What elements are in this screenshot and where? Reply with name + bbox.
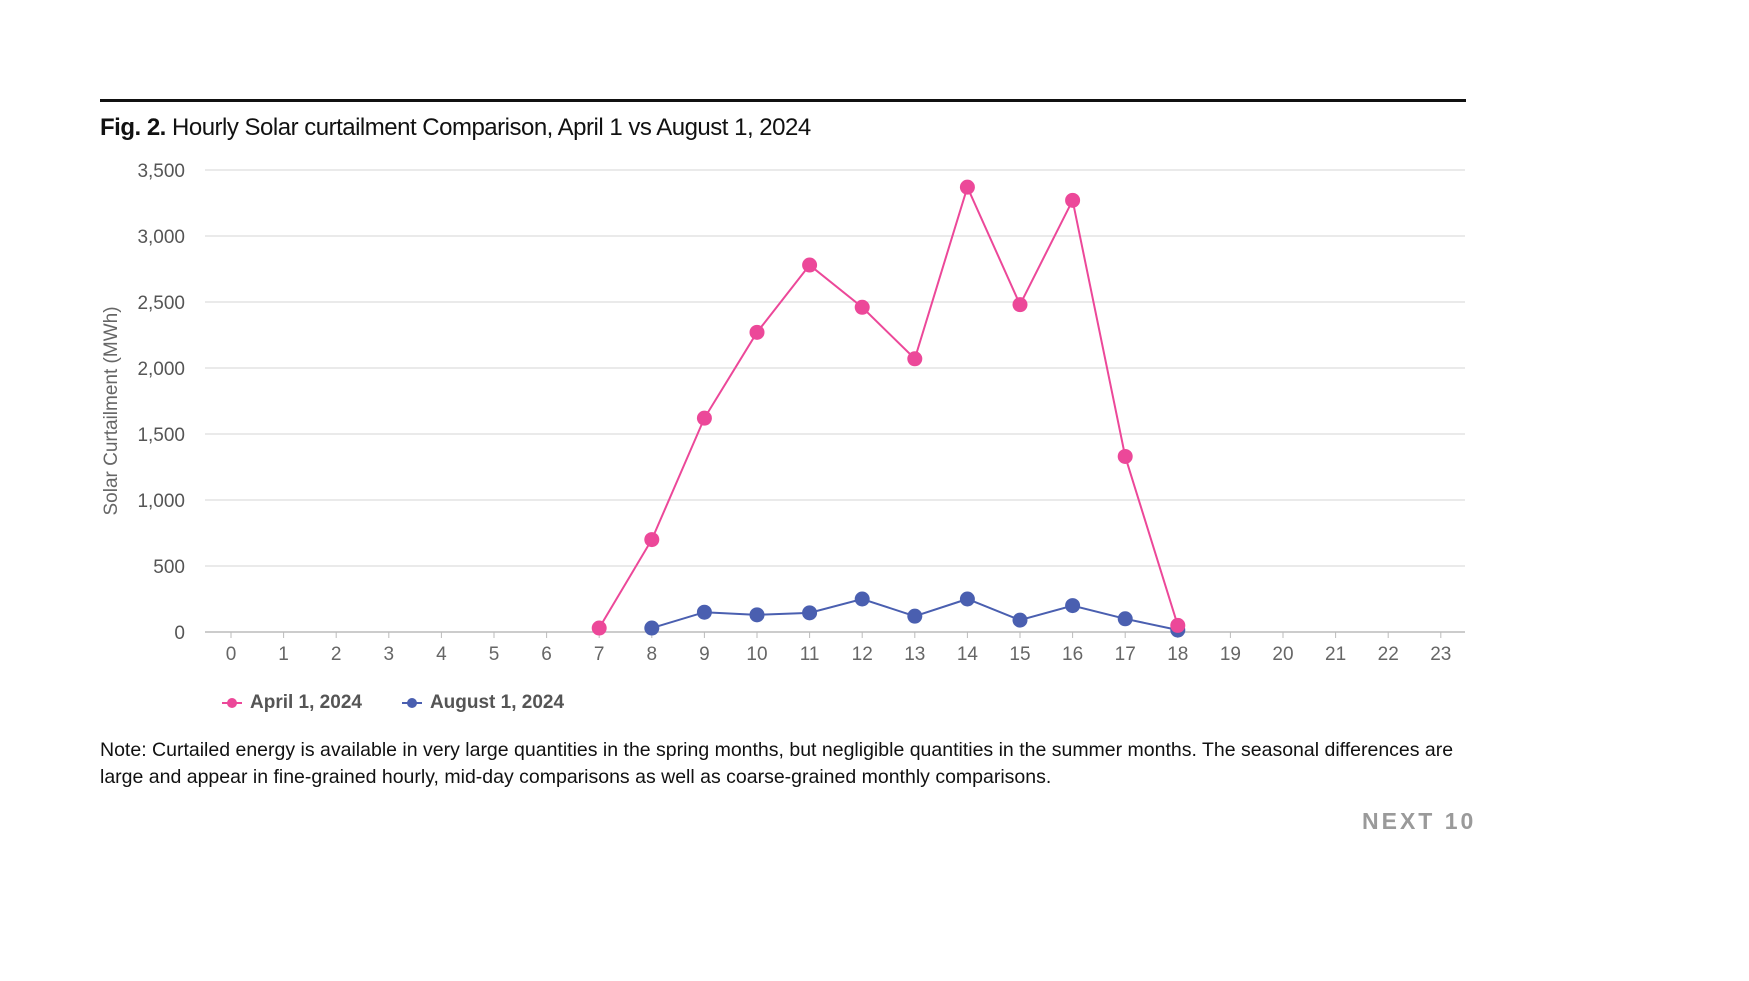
- y-tick-label: 2,500: [137, 293, 185, 314]
- data-point-0: [1065, 192, 1081, 208]
- data-point-1: [907, 608, 923, 624]
- x-tick-label: 13: [904, 644, 925, 665]
- x-tick-label: 4: [436, 644, 447, 665]
- x-tick-label: 22: [1378, 644, 1399, 665]
- x-tick-label: 18: [1167, 644, 1188, 665]
- x-tick-label: 15: [1009, 644, 1030, 665]
- legend: April 1, 2024 August 1, 2024: [222, 692, 564, 714]
- series-line-0: [598, 184, 1179, 629]
- x-tick-label: 23: [1430, 644, 1451, 665]
- y-axis-label: Solar Curtailment (MWh): [101, 306, 122, 515]
- figure-label: Fig. 2.: [100, 114, 166, 141]
- x-tick-label: 2: [331, 644, 342, 665]
- data-point-0: [696, 410, 712, 426]
- data-point-1: [854, 591, 870, 607]
- x-tick-label: 1: [278, 644, 289, 665]
- x-tick-label: 20: [1272, 644, 1293, 665]
- x-tick-label: 21: [1325, 644, 1346, 665]
- x-tick-label: 7: [594, 644, 605, 665]
- legend-item-august[interactable]: August 1, 2024: [401, 692, 565, 714]
- legend-swatch-august: [401, 697, 422, 709]
- x-tick-label: 19: [1220, 644, 1241, 665]
- y-tick-label: 2,000: [137, 359, 185, 380]
- x-tick-label: 11: [800, 644, 820, 665]
- legend-item-april[interactable]: April 1, 2024: [222, 692, 362, 714]
- data-point-1: [1117, 611, 1133, 627]
- y-tick-label: 3,500: [137, 161, 185, 182]
- data-point-1: [749, 607, 765, 623]
- data-point-0: [749, 324, 765, 340]
- x-tick-label: 12: [852, 644, 873, 665]
- data-point-1: [959, 591, 975, 607]
- legend-label-august: August 1, 2024: [429, 692, 565, 713]
- x-tick-label: 8: [647, 644, 658, 665]
- legend-label-april: April 1, 2024: [250, 692, 362, 713]
- y-tick-label: 500: [153, 557, 185, 578]
- y-tick-label: 0: [174, 623, 185, 644]
- data-point-0: [1012, 297, 1028, 313]
- x-tick-label: 16: [1062, 644, 1083, 665]
- data-point-0: [591, 620, 607, 636]
- data-point-0: [1117, 448, 1133, 464]
- y-tick-label: 3,000: [137, 227, 185, 248]
- data-point-1: [802, 605, 818, 621]
- x-tick-label: 6: [541, 644, 552, 665]
- x-tick-label: 14: [957, 644, 979, 665]
- x-tick-label: 10: [746, 644, 767, 665]
- top-rule: [100, 99, 1466, 102]
- figure-title: Fig. 2. Hourly Solar curtailment Compari…: [100, 114, 811, 142]
- data-point-0: [802, 257, 818, 273]
- data-point-0: [854, 299, 870, 315]
- data-point-1: [1012, 612, 1028, 628]
- data-point-1: [696, 604, 712, 620]
- data-point-0: [1170, 617, 1186, 633]
- x-tick-label: 5: [489, 644, 500, 665]
- x-tick-label: 0: [226, 644, 237, 665]
- figure-title-text: Hourly Solar curtailment Comparison, Apr…: [172, 114, 811, 141]
- figure-note: Note: Curtailed energy is available in v…: [100, 739, 1454, 788]
- brand-logo: NEXT 10: [1362, 808, 1477, 834]
- data-point-0: [959, 179, 975, 195]
- y-tick-label: 1,000: [137, 491, 185, 512]
- data-point-0: [907, 351, 923, 367]
- legend-swatch-april: [222, 697, 242, 709]
- x-tick-label: 3: [384, 644, 395, 665]
- x-tick-label: 9: [699, 644, 710, 665]
- x-tick-label: 17: [1115, 644, 1136, 665]
- y-tick-label: 1,500: [137, 425, 185, 446]
- data-point-0: [644, 532, 660, 548]
- data-point-1: [644, 620, 660, 636]
- data-point-1: [1065, 598, 1081, 614]
